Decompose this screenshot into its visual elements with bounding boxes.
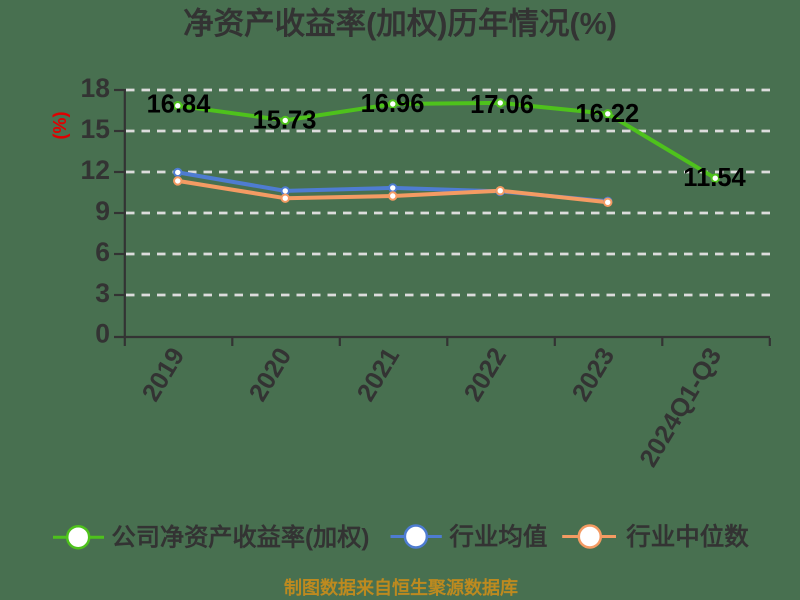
svg-text:9: 9: [95, 196, 110, 226]
svg-text:12: 12: [81, 155, 110, 185]
svg-text:18: 18: [81, 73, 110, 103]
svg-text:11.54: 11.54: [683, 164, 746, 192]
svg-text:公司净资产收益率(加权): 公司净资产收益率(加权): [112, 524, 370, 552]
svg-text:0: 0: [95, 318, 110, 348]
svg-text:16.96: 16.96: [361, 90, 425, 118]
svg-text:6: 6: [95, 237, 110, 267]
svg-text:16.22: 16.22: [575, 100, 639, 128]
svg-text:净资产收益率(加权)历年情况(%): 净资产收益率(加权)历年情况(%): [183, 7, 617, 41]
svg-text:15.73: 15.73: [253, 106, 317, 134]
svg-text:16.84: 16.84: [147, 91, 212, 119]
svg-text:15: 15: [81, 114, 110, 144]
svg-text:(%): (%): [50, 112, 70, 140]
svg-text:17.06: 17.06: [470, 91, 534, 119]
svg-text:3: 3: [95, 278, 110, 308]
svg-text:制图数据来自恒生聚源数据库: 制图数据来自恒生聚源数据库: [284, 577, 518, 598]
svg-text:行业中位数: 行业中位数: [625, 522, 749, 551]
svg-text:行业均值: 行业均值: [448, 523, 547, 551]
